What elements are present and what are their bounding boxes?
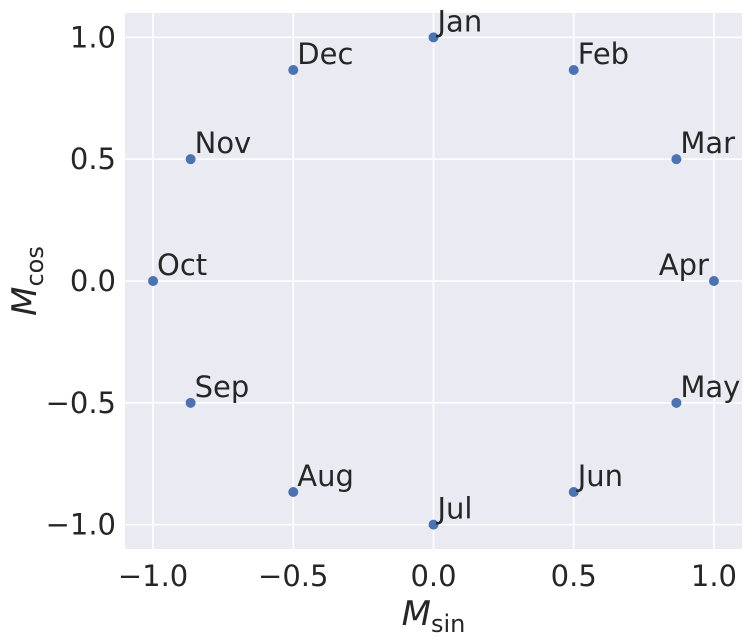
- data-point-dec: [288, 65, 299, 76]
- point-labels: Jan Feb Mar Apr May Jun Jul Aug Sep Oct Nov Dec: [157, 4, 740, 525]
- y-tick-label: 1.0: [70, 20, 116, 54]
- data-point-feb: [568, 65, 579, 76]
- data-point-mar: [671, 154, 682, 165]
- point-label-dec: Dec: [297, 37, 353, 71]
- x-axis-label-subscript: sin: [431, 610, 465, 638]
- point-label-may: May: [680, 370, 740, 404]
- x-tick-label: −1.0: [118, 559, 188, 593]
- data-point-nov: [185, 154, 196, 165]
- point-label-jun: Jun: [576, 459, 623, 493]
- data-points: [148, 32, 719, 530]
- data-point-apr: [708, 276, 719, 286]
- data-point-aug: [288, 486, 299, 497]
- y-tick-label: −0.5: [46, 386, 116, 420]
- data-point-sep: [185, 397, 196, 408]
- point-label-oct: Oct: [157, 248, 207, 282]
- y-tick-label: −1.0: [46, 508, 116, 542]
- y-tick-label: 0.0: [70, 264, 116, 298]
- y-tick-label: 0.5: [70, 142, 116, 176]
- data-point-may: [671, 397, 682, 408]
- point-label-sep: Sep: [195, 370, 250, 404]
- x-axis-label: Msin: [402, 594, 466, 638]
- point-label-mar: Mar: [680, 126, 735, 160]
- x-axis-label-main: M: [402, 594, 431, 634]
- point-label-jul: Jul: [436, 492, 473, 526]
- y-axis-label: Mcos: [5, 246, 49, 316]
- point-label-jan: Jan: [436, 4, 483, 38]
- x-tick-label: 1.0: [691, 559, 737, 593]
- point-label-nov: Nov: [195, 126, 252, 160]
- point-label-aug: Aug: [297, 459, 354, 493]
- y-axis-label-main: M: [5, 287, 45, 316]
- point-label-feb: Feb: [578, 37, 629, 71]
- x-tick-labels: −1.0 −0.5 0.0 0.5 1.0: [118, 559, 737, 593]
- x-tick-label: 0.5: [551, 559, 597, 593]
- x-tick-label: 0.0: [410, 559, 456, 593]
- y-tick-labels: −1.0 −0.5 0.0 0.5 1.0: [46, 20, 116, 541]
- point-label-apr: Apr: [659, 248, 709, 282]
- y-axis-label-subscript: cos: [21, 246, 49, 286]
- data-point-jul: [428, 519, 439, 530]
- data-point-oct: [148, 276, 159, 286]
- x-tick-label: −0.5: [258, 559, 328, 593]
- data-point-jun: [568, 486, 579, 497]
- data-point-jan: [428, 32, 439, 43]
